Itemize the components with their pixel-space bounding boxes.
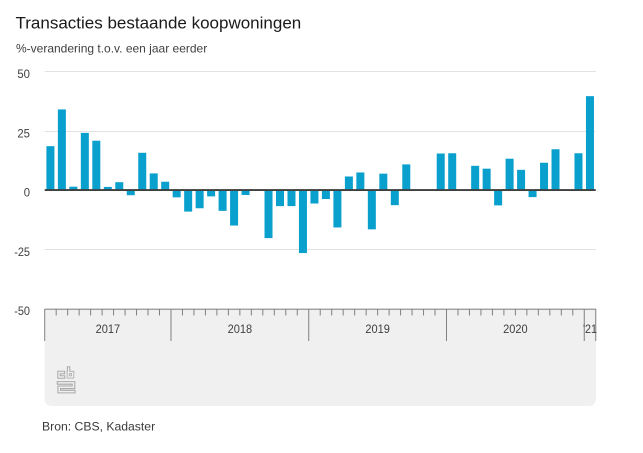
svg-text:-50: -50 xyxy=(14,304,30,318)
svg-text:0: 0 xyxy=(24,186,30,200)
svg-text:Transacties bestaande koopwoni: Transacties bestaande koopwoningen xyxy=(16,14,302,33)
svg-text:'21: '21 xyxy=(583,322,597,336)
svg-text:25: 25 xyxy=(17,126,30,140)
svg-text:-25: -25 xyxy=(14,245,30,259)
svg-text:2019: 2019 xyxy=(365,322,390,336)
svg-text:2017: 2017 xyxy=(96,322,121,336)
svg-text:%-verandering t.o.v. een jaar: %-verandering t.o.v. een jaar eerder xyxy=(16,42,207,56)
svg-text:2020: 2020 xyxy=(503,322,528,336)
svg-text:Bron: CBS, Kadaster: Bron: CBS, Kadaster xyxy=(42,420,155,434)
svg-text:50: 50 xyxy=(17,67,30,81)
svg-text:2018: 2018 xyxy=(228,322,253,336)
